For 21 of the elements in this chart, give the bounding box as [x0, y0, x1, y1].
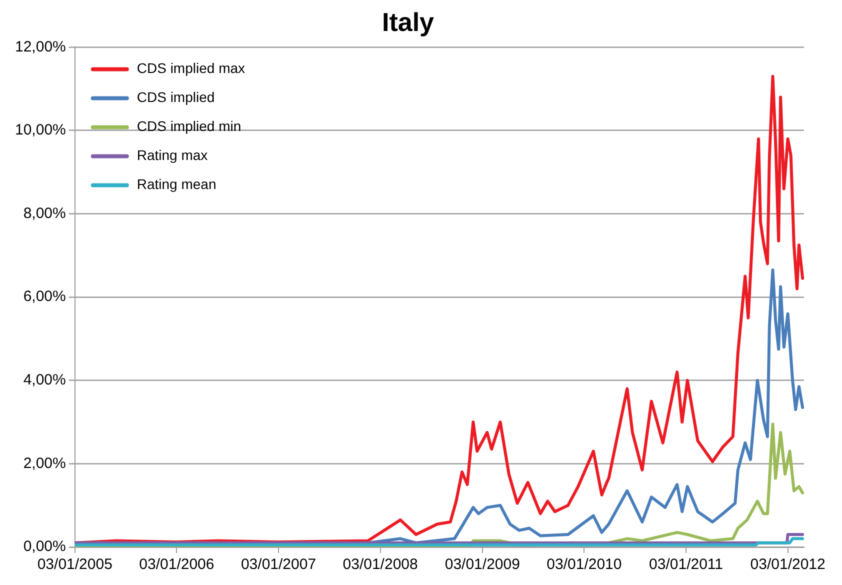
legend-label: Rating mean	[136, 176, 216, 192]
y-tick-label: 12,00%	[15, 38, 66, 56]
legend-label: CDS implied	[136, 89, 215, 106]
chart-title: Italy	[382, 6, 435, 37]
x-tick-label: 03/01/2009	[444, 556, 520, 574]
x-tick-label: 03/01/2012	[750, 556, 826, 574]
legend-label: Rating max	[136, 147, 208, 164]
x-tick-label: 03/01/2007	[240, 556, 316, 574]
y-tick-label: 2,00%	[23, 454, 66, 472]
y-tick-label: 8,00%	[23, 204, 66, 222]
x-tick-label: 03/01/2006	[139, 556, 214, 574]
y-tick-label: 10,00%	[15, 122, 66, 139]
y-tick-label: 6,00%	[23, 288, 66, 306]
x-tick-label: 03/01/2010	[546, 556, 622, 574]
legend-label: CDS implied max	[136, 60, 246, 76]
x-tick-label: 03/01/2005	[37, 556, 112, 574]
x-tick-label: 03/01/2008	[342, 556, 418, 574]
x-tick-label: 03/01/2011	[649, 556, 723, 574]
y-tick-label: 0,00%	[23, 538, 66, 556]
legend-label: CDS implied min	[136, 118, 242, 134]
y-tick-label: 4,00%	[23, 372, 66, 389]
